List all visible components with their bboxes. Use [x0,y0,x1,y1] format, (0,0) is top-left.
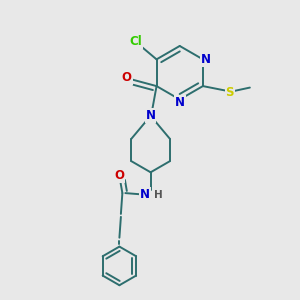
Text: O: O [122,71,132,84]
Text: N: N [175,96,185,109]
Text: S: S [225,85,234,98]
Text: Cl: Cl [129,35,142,48]
Text: N: N [140,188,150,201]
Text: H: H [154,190,162,200]
Text: N: N [201,53,211,66]
Text: N: N [146,109,156,122]
Text: O: O [114,169,124,182]
